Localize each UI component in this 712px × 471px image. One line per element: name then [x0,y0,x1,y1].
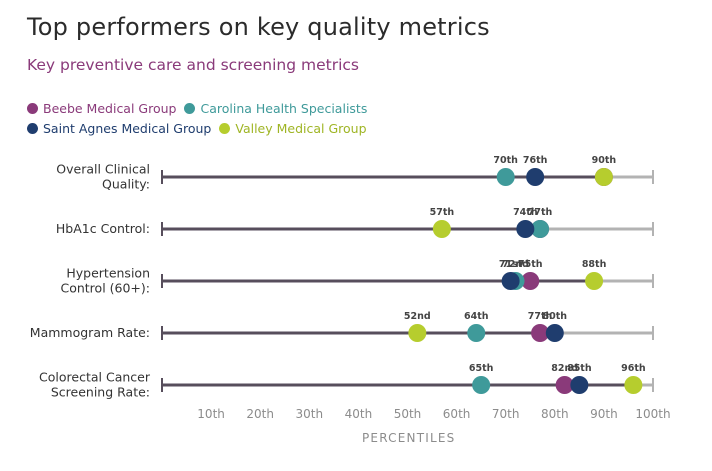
point-label-4-1: 82nd [551,363,578,374]
row-label-0-1: Quality: [102,177,150,192]
point-label-3-0: 52nd [404,311,431,322]
legend-label-valley: Valley Medical Group [235,120,367,136]
point-3-3 [408,324,427,342]
point-label-1-0: 57th [430,207,455,218]
row-label-4-1: Screening Rate: [51,385,150,400]
point-1-0 [496,168,515,186]
row-label-2-1: Control (60+): [60,281,150,296]
x-tick-label-5: 60th [443,407,471,421]
chart-subtitle: Key preventive care and screening metric… [27,56,360,74]
point-0-2 [521,272,540,290]
x-tick-label-3: 40th [345,407,373,421]
point-label-4-0: 65th [469,363,494,374]
legend: Beebe Medical Group Carolina Health Spec… [27,98,407,138]
row-label-3-0: Mammogram Rate: [30,325,150,340]
point-3-4 [624,376,643,394]
point-3-2 [585,272,604,290]
x-axis-title: PERCENTILES [362,431,456,445]
legend-item-carolina: Carolina Health Specialists [184,101,367,116]
x-tick-label-7: 80th [541,407,569,421]
legend-label-saint-agnes: Saint Agnes Medical Group [43,120,212,136]
legend-item-saint-agnes: Saint Agnes Medical Group [27,121,211,136]
legend-label-beebe: Beebe Medical Group [43,100,177,116]
row-label-4-0: Colorectal Cancer [39,370,151,385]
point-2-1 [516,220,535,238]
x-tick-label-1: 20th [246,407,274,421]
legend-dot-beebe [27,102,38,114]
point-2-0 [526,168,545,186]
point-2-3 [545,324,564,342]
point-1-1 [531,220,550,238]
x-tick-label-8: 90th [590,407,618,421]
row-label-0-0: Overall Clinical [56,162,150,177]
point-label-0-1: 76th [523,155,548,166]
point-1-3 [467,324,486,342]
x-tick-label-2: 30th [296,407,324,421]
point-label-2-1: 72nd [502,259,529,270]
point-label-1-2: 77th [528,207,553,218]
point-label-1-1: 74th [513,207,538,218]
point-label-3-2: 77th [528,311,553,322]
row-label-1-0: HbA1c Control: [56,221,150,236]
point-2-2 [501,272,520,290]
x-tick-label-4: 50th [394,407,422,421]
x-tick-label-9: 100th [635,407,670,421]
point-label-4-2: 85th [567,363,592,374]
point-3-1 [432,220,451,238]
point-0-4 [555,376,574,394]
legend-dot-valley [219,122,231,134]
point-2-4 [570,376,589,394]
chart-title: Top performers on key quality metrics [27,13,490,41]
x-tick-label-6: 70th [492,407,520,421]
point-label-4-3: 96th [621,363,646,374]
point-1-4 [472,376,491,394]
point-label-2-2: 75th [518,259,543,270]
point-0-3 [531,324,550,342]
point-label-2-3: 88th [582,259,607,270]
row-label-2-0: Hypertension [66,266,150,281]
point-label-2-0: 71st [499,259,523,270]
legend-dot-saint-agnes [27,122,38,134]
legend-item-beebe: Beebe Medical Group [27,101,176,116]
point-label-3-1: 64th [464,311,489,322]
point-label-3-3: 80th [543,311,568,322]
legend-item-valley: Valley Medical Group [219,120,367,136]
x-tick-label-0: 10th [197,407,225,421]
point-label-0-0: 70th [493,155,518,166]
point-3-0 [594,168,613,186]
point-label-0-2: 90th [592,155,617,166]
legend-label-carolina: Carolina Health Specialists [200,100,368,116]
legend-dot-carolina [184,102,196,114]
